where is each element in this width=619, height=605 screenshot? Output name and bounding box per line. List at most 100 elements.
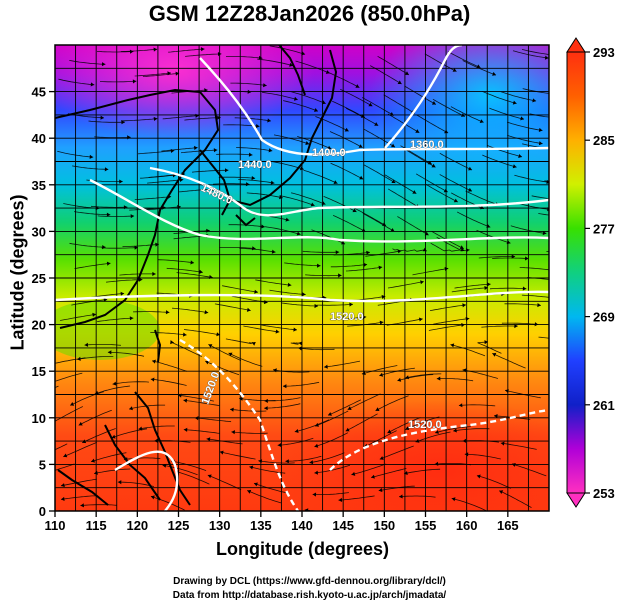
streamline-arrowhead — [405, 426, 410, 430]
streamline — [397, 216, 429, 236]
streamline — [370, 65, 402, 85]
streamline-arrowhead — [459, 245, 464, 249]
x-tick-label: 150 — [373, 518, 395, 533]
streamline — [84, 344, 121, 346]
streamline-arrowhead — [194, 145, 198, 150]
streamline — [501, 322, 539, 325]
streamline — [447, 51, 481, 68]
streamline-arrowhead — [239, 396, 243, 401]
streamline — [134, 72, 172, 77]
streamline-arrowhead — [255, 124, 260, 129]
streamline — [291, 192, 326, 205]
streamline — [77, 356, 114, 360]
streamline-arrowhead — [129, 406, 133, 411]
streamline — [262, 92, 298, 101]
streamline — [152, 360, 188, 372]
streamline — [314, 464, 351, 474]
streamline-arrowhead — [363, 262, 368, 267]
streamline-arrowhead — [492, 352, 497, 357]
streamline-arrowhead — [213, 148, 218, 153]
streamline-arrowhead — [177, 204, 181, 210]
streamline-arrowhead — [154, 438, 158, 443]
streamline-arrowhead — [554, 296, 558, 300]
streamline — [213, 183, 250, 185]
streamline-arrowhead — [314, 470, 318, 475]
wind-streamlines — [25, 45, 566, 511]
streamline — [415, 431, 451, 443]
streamline — [157, 259, 195, 264]
streamline-arrowhead — [520, 116, 524, 121]
streamline — [330, 264, 368, 268]
streamline-arrowhead — [51, 420, 55, 424]
streamline-arrowhead — [450, 343, 455, 348]
streamline-arrowhead — [245, 182, 250, 187]
streamline — [162, 115, 200, 120]
streamline — [476, 475, 512, 489]
streamline-arrowhead — [104, 167, 109, 172]
streamline-arrowhead — [106, 212, 111, 217]
streamline-arrowhead — [462, 303, 466, 308]
streamline-arrowhead — [225, 168, 229, 173]
coastline-japan — [229, 49, 338, 207]
streamline — [281, 302, 319, 307]
streamline-arrowhead — [216, 332, 220, 337]
streamline — [345, 266, 383, 272]
streamline — [264, 397, 301, 402]
streamline — [392, 248, 427, 252]
streamline — [416, 114, 449, 134]
streamline — [378, 485, 415, 491]
streamline-arrowhead — [532, 98, 537, 103]
y-tick-label: 40 — [32, 131, 46, 146]
streamline — [74, 262, 111, 269]
height-contours — [55, 45, 549, 511]
streamline-arrowhead — [379, 456, 384, 460]
streamline-arrowhead — [312, 492, 317, 497]
streamline — [351, 463, 387, 476]
streamline — [194, 417, 232, 423]
streamline-arrowhead — [464, 452, 469, 457]
streamline — [519, 267, 549, 271]
streamline-arrowhead — [61, 483, 65, 488]
y-tick-label: 20 — [32, 318, 46, 333]
streamline-arrowhead — [451, 497, 456, 502]
streamline-arrowhead — [453, 198, 458, 203]
streamline-arrowhead — [299, 166, 304, 171]
streamline-arrowhead — [261, 224, 265, 229]
streamline-arrowhead — [562, 116, 566, 120]
streamline — [107, 351, 145, 357]
streamline — [88, 120, 125, 123]
streamline-arrowhead — [378, 488, 383, 493]
streamline-arrowhead — [80, 503, 84, 508]
streamline — [377, 55, 410, 76]
streamline — [80, 504, 117, 506]
streamline — [67, 113, 105, 119]
streamline-arrowhead — [361, 228, 366, 232]
streamline-arrowhead — [294, 429, 299, 433]
streamline — [69, 242, 106, 248]
streamline-arrowhead — [560, 279, 564, 283]
streamline-arrowhead — [422, 247, 427, 252]
streamline-arrowhead — [25, 397, 29, 401]
streamline-arrowhead — [333, 180, 338, 184]
coastline-korea — [199, 149, 232, 216]
streamline-arrowhead — [289, 62, 293, 67]
streamline-arrowhead — [254, 289, 258, 294]
streamline — [294, 419, 330, 433]
streamline-arrowhead — [366, 250, 370, 255]
streamline — [121, 118, 158, 122]
streamline-arrowhead — [249, 465, 254, 470]
streamline — [166, 267, 203, 273]
streamline — [329, 316, 367, 320]
streamline-arrowhead — [264, 398, 268, 403]
streamline — [243, 325, 280, 333]
streamline — [279, 195, 315, 206]
streamline-arrowhead — [487, 282, 491, 287]
streamline — [55, 463, 75, 471]
streamline — [504, 303, 541, 306]
streamline-arrowhead — [183, 398, 188, 403]
streamline-arrowhead — [247, 89, 252, 94]
streamline-arrowhead — [48, 381, 52, 385]
streamline-arrowhead — [206, 437, 211, 442]
streamline-arrowhead — [310, 202, 315, 207]
streamline-arrowhead — [293, 96, 298, 101]
